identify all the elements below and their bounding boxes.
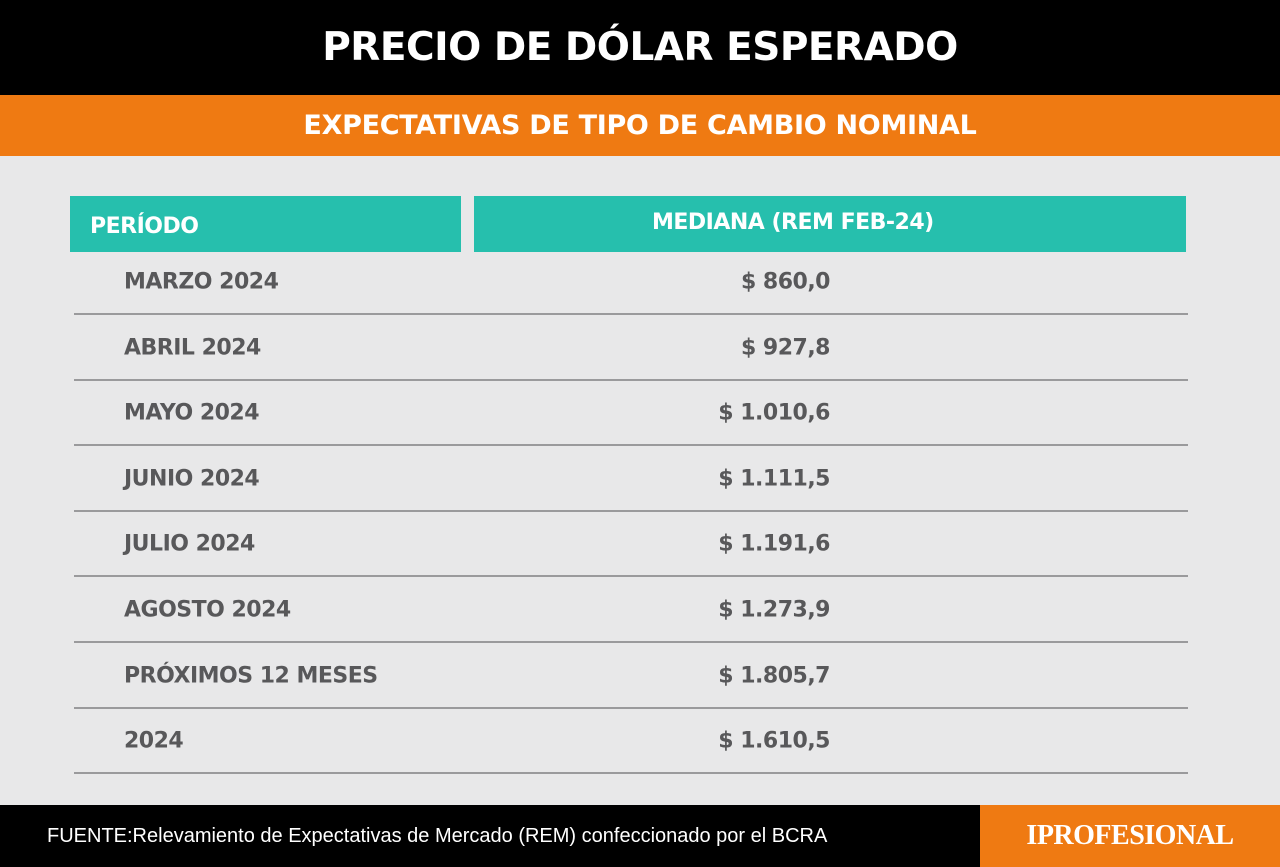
row-period-label: PRÓXIMOS 12 MESES bbox=[124, 663, 378, 688]
row-period-label: AGOSTO 2024 bbox=[124, 597, 291, 622]
table-row: 2024 $ 1.610,5 bbox=[74, 709, 1188, 774]
table-row: MARZO 2024 $ 860,0 bbox=[74, 250, 1188, 315]
table-row: AGOSTO 2024 $ 1.273,9 bbox=[74, 578, 1188, 643]
table-row: ABRIL 2024 $ 927,8 bbox=[74, 316, 1188, 381]
table-row: JULIO 2024 $ 1.191,6 bbox=[74, 512, 1188, 577]
row-median-value: $ 860,0 bbox=[740, 269, 831, 294]
table-row: JUNIO 2024 $ 1.111,5 bbox=[74, 447, 1188, 512]
row-median-value: $ 1.111,5 bbox=[718, 466, 830, 491]
chart-subtitle: EXPECTATIVAS DE TIPO DE CAMBIO NOMINAL bbox=[0, 95, 1280, 156]
row-period-label: JULIO 2024 bbox=[124, 531, 255, 556]
row-period-label: ABRIL 2024 bbox=[124, 335, 261, 360]
row-median-value: $ 1.610,5 bbox=[718, 728, 830, 753]
row-median-value: $ 1.191,6 bbox=[718, 531, 830, 556]
table-row: MAYO 2024 $ 1.010,6 bbox=[74, 381, 1188, 446]
row-period-label: JUNIO 2024 bbox=[124, 466, 260, 491]
brand-logo: IPROFESIONAL bbox=[980, 805, 1280, 867]
row-median-value: $ 1.010,6 bbox=[718, 400, 830, 425]
column-header-median: MEDIANA (REM FEB-24) bbox=[474, 196, 1186, 252]
table-row: PRÓXIMOS 12 MESES $ 1.805,7 bbox=[74, 644, 1188, 709]
source-note: FUENTE:Relevamiento de Expectativas de M… bbox=[0, 805, 980, 867]
row-period-label: 2024 bbox=[124, 728, 184, 753]
row-period-label: MAYO 2024 bbox=[124, 400, 260, 425]
chart-title: PRECIO DE DÓLAR ESPERADO bbox=[0, 0, 1280, 95]
column-header-period: PERÍODO bbox=[70, 196, 461, 252]
row-period-label: MARZO 2024 bbox=[124, 269, 279, 294]
row-median-value: $ 1.805,7 bbox=[718, 663, 830, 688]
row-median-value: $ 1.273,9 bbox=[718, 597, 830, 622]
row-median-value: $ 927,8 bbox=[740, 335, 831, 360]
